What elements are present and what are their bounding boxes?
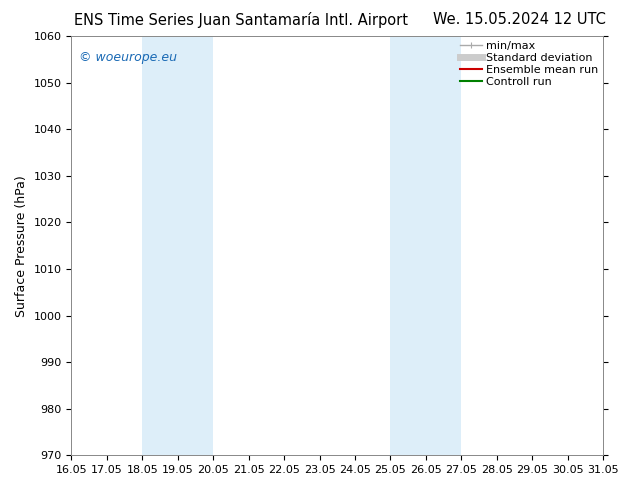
Y-axis label: Surface Pressure (hPa): Surface Pressure (hPa) <box>15 175 28 317</box>
Bar <box>391 36 462 455</box>
Text: We. 15.05.2024 12 UTC: We. 15.05.2024 12 UTC <box>434 12 606 27</box>
Text: © woeurope.eu: © woeurope.eu <box>79 51 178 64</box>
Legend: min/max, Standard deviation, Ensemble mean run, Controll run: min/max, Standard deviation, Ensemble me… <box>458 38 601 90</box>
Bar <box>142 36 213 455</box>
Text: ENS Time Series Juan Santamaría Intl. Airport: ENS Time Series Juan Santamaría Intl. Ai… <box>74 12 408 28</box>
